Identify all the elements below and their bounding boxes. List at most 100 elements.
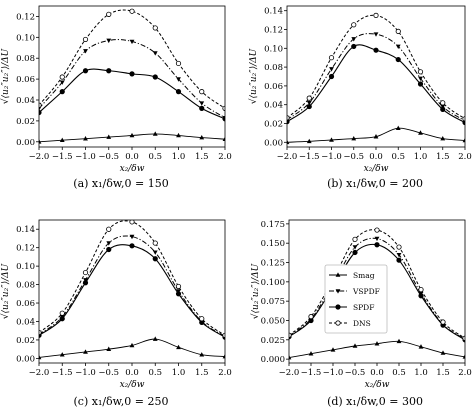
data-point [352,249,358,256]
data-point [395,56,401,63]
y-tick-label: 0.00 [16,138,35,148]
data-point [59,137,65,143]
subplot-3: −2.0 −1.5 −1.0 −0.5 0.0 0.5 1.0 1.5 2.0 0.000 0.02… [250,219,472,408]
data-point [396,338,402,344]
data-point [199,352,205,357]
data-point [306,101,312,106]
data-point [175,291,182,297]
data-point [83,349,88,354]
x-tick-label: 1.0 [414,152,428,162]
y-axis-label: √⟨u₂″u₂″⟩/ΔU [248,48,259,104]
series-smag [39,336,225,360]
data-point [222,332,225,338]
data-point [106,241,112,246]
data-point [59,74,65,80]
series-line-vspdf [39,235,225,337]
subfigure-caption: (b) x₁/δw,0 = 200 [327,177,423,190]
x-tick-label: 2.0 [458,152,472,162]
subplot-0: −2.0 −1.5 −1.0 −0.5 0.0 0.5 1.0 1.5 2.0 0.00 0.02 0… [0,5,232,190]
x-tick-label: 1.5 [436,152,450,162]
y-tick-label: 0.14 [16,225,35,235]
data-point [462,137,465,143]
series-dns [39,220,225,338]
data-point [106,134,112,139]
series-smag [287,125,465,145]
data-point [59,310,65,316]
data-point [440,100,446,106]
x-tick-label: 2.0 [218,152,232,162]
data-point [152,131,158,136]
data-point [152,25,158,31]
data-point [222,136,225,141]
data-point [199,135,205,140]
y-axis-label: √⟨u₂″u₂″⟩/ΔU [0,48,11,104]
x-tick-label: −1.5 [299,152,320,162]
data-point [106,11,112,17]
data-point [176,132,181,138]
data-point [106,226,112,232]
data-point [374,242,380,248]
x-tick-label: −2.0 [29,368,50,378]
data-point [440,319,446,325]
data-point [59,352,65,357]
data-point [152,256,158,262]
data-point [329,67,334,72]
y-tick-label: 0.175 [261,220,285,230]
data-point [152,74,158,80]
series-spdf [287,43,465,126]
series-spdf [39,243,225,340]
data-point [308,351,314,356]
data-point [374,227,380,233]
series-smag [39,131,225,144]
data-point [352,236,358,242]
x-axis-label: x₂/δw [365,380,390,390]
series-line-dns [39,9,225,109]
data-point [106,246,112,253]
data-point [83,49,88,54]
series-line-spdf [287,44,465,124]
x-tick-label: 0.5 [391,152,405,162]
x-axis-label: x₂/δw [120,380,145,390]
x-axis-label: x₂/δw [364,164,389,174]
x-tick-label: −0.5 [343,152,364,162]
data-point [374,341,380,346]
data-point [106,38,112,44]
y-tick-label: 0.025 [261,336,285,346]
data-point [129,234,135,240]
data-point [328,55,335,61]
data-point [417,69,424,75]
data-point [289,354,292,360]
data-point [374,236,380,242]
y-tick-label: 0.150 [261,239,285,249]
data-point [222,116,225,122]
data-point [306,138,312,144]
legend-label: SPDF [353,303,374,312]
data-point [418,76,423,81]
data-point [59,316,65,322]
y-tick-label: 0.04 [16,317,35,327]
data-point [199,101,205,106]
data-point [396,252,402,258]
y-tick-label: 0.06 [16,299,35,309]
x-tick-label: −1.0 [321,152,342,162]
data-point [222,105,225,111]
data-point [175,60,182,67]
x-tick-label: 0.5 [392,368,406,378]
data-point [199,89,205,95]
data-point [396,257,402,263]
y-tick-label: 0.075 [261,297,285,307]
y-tick-label: 0.02 [16,117,35,127]
legend-label: DNS [353,319,371,328]
data-point [440,135,446,141]
data-point [418,286,424,293]
data-point [39,109,42,116]
y-tick-label: 0.00 [16,354,35,364]
x-tick-label: 0.0 [369,152,383,162]
y-tick-label: 0.050 [261,316,285,326]
legend-marker [335,272,341,277]
y-axis-label: √⟨u₂″u₂″⟩/ΔU [0,263,11,319]
data-point [373,134,379,139]
y-tick-label: 0.06 [264,82,283,92]
y-tick-label: 0.00 [264,138,283,148]
data-point [373,12,379,18]
